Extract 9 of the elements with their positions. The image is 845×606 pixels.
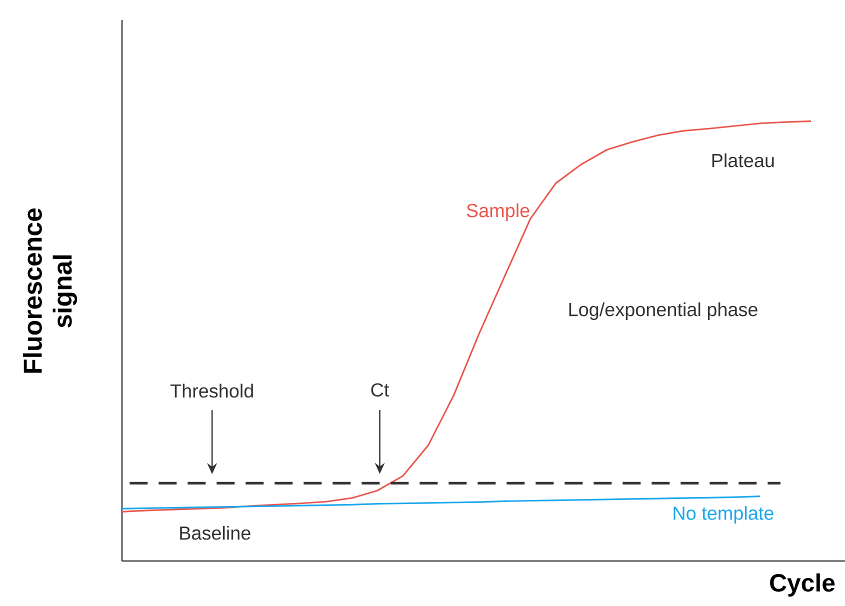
x-axis-title: Cycle: [770, 573, 835, 597]
y-axis-title: Fluorescence signal: [22, 208, 78, 373]
annotation: Baseline: [180, 526, 250, 540]
annotation: Ct: [371, 383, 390, 397]
annotation: Plateau: [712, 153, 774, 168]
annotation: Log/exponential phase: [569, 302, 758, 320]
series-label: No template: [674, 506, 774, 524]
series-label: Sample: [466, 203, 530, 222]
ref-line-label: Threshold: [170, 384, 253, 398]
